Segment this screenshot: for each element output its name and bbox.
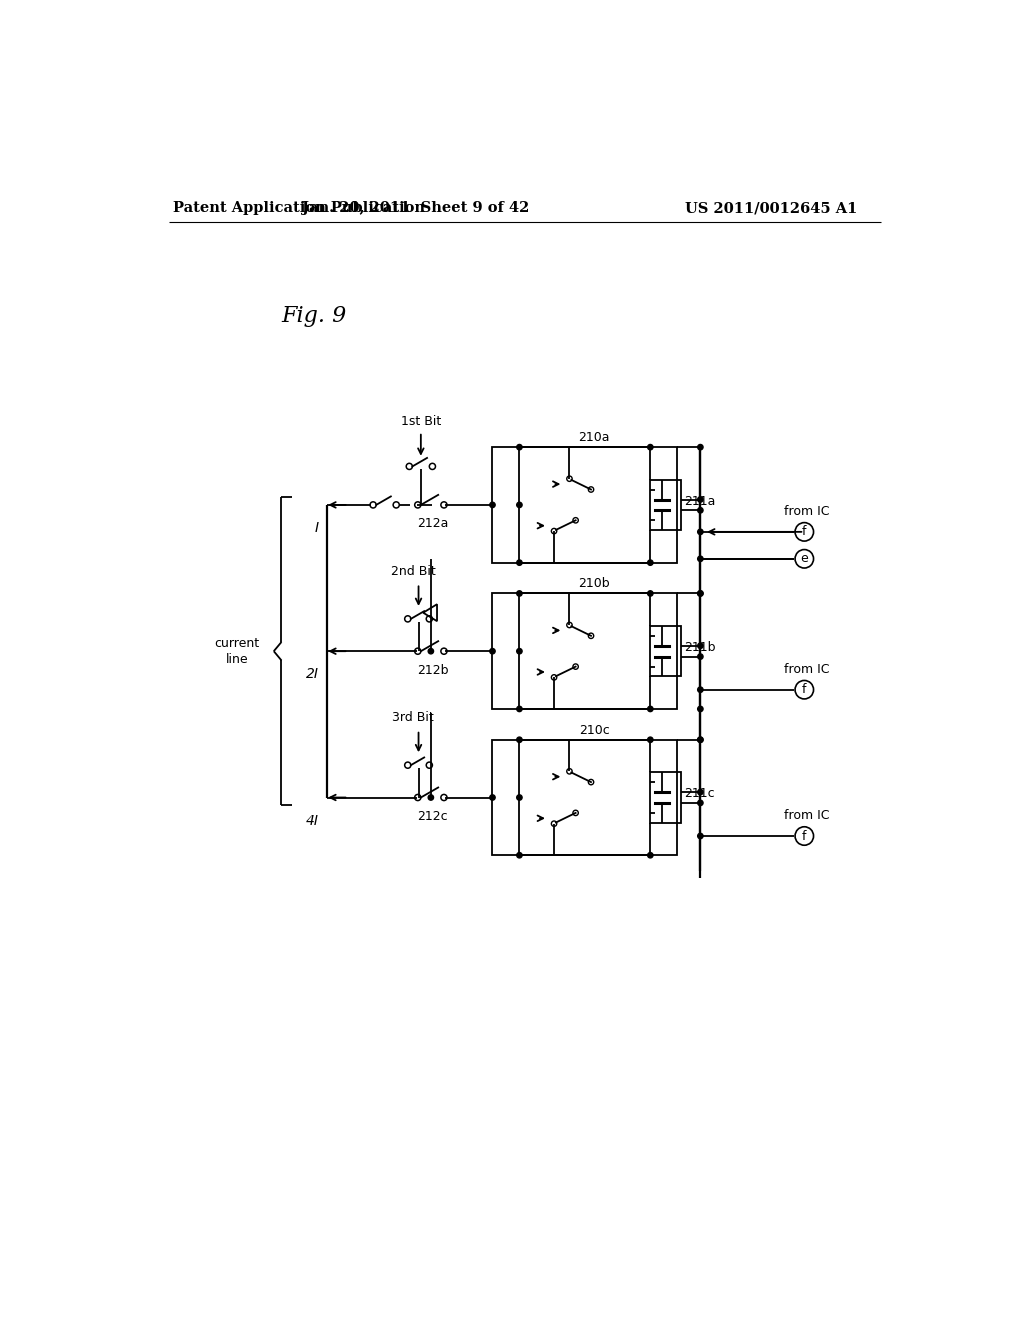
Circle shape [428, 648, 433, 653]
Circle shape [647, 560, 653, 565]
Text: Patent Application Publication: Patent Application Publication [173, 202, 425, 215]
Text: I: I [315, 521, 319, 535]
Circle shape [517, 706, 522, 711]
Circle shape [647, 706, 653, 711]
Text: e: e [801, 552, 808, 565]
Circle shape [697, 833, 703, 838]
Circle shape [697, 737, 703, 742]
Text: 4I: 4I [306, 813, 319, 828]
Text: 211a: 211a [684, 495, 716, 508]
Circle shape [697, 706, 703, 711]
Circle shape [697, 800, 703, 805]
Circle shape [489, 502, 496, 508]
Text: f: f [802, 829, 807, 842]
Bar [493, 594, 677, 709]
Circle shape [517, 737, 522, 742]
Circle shape [697, 508, 703, 513]
Circle shape [517, 560, 522, 565]
Circle shape [697, 529, 703, 535]
Circle shape [428, 795, 433, 800]
Circle shape [517, 591, 522, 597]
Circle shape [697, 445, 703, 450]
Circle shape [697, 556, 703, 561]
Text: f: f [802, 525, 807, 539]
Circle shape [697, 686, 703, 693]
Circle shape [647, 737, 653, 742]
Text: 2nd Bit: 2nd Bit [391, 565, 435, 578]
Circle shape [517, 795, 522, 800]
Text: from IC: from IC [783, 809, 829, 822]
Text: 1st Bit: 1st Bit [400, 414, 441, 428]
Bar [650, 772, 681, 822]
Text: 212a: 212a [417, 517, 449, 531]
Text: Jan. 20, 2011  Sheet 9 of 42: Jan. 20, 2011 Sheet 9 of 42 [302, 202, 529, 215]
Text: 210c: 210c [579, 723, 609, 737]
Circle shape [517, 502, 522, 508]
Circle shape [697, 643, 703, 648]
Circle shape [697, 496, 703, 502]
Circle shape [517, 445, 522, 450]
Circle shape [697, 737, 703, 742]
Bar [493, 447, 677, 562]
Bar [650, 626, 681, 676]
Circle shape [647, 853, 653, 858]
Text: 3rd Bit: 3rd Bit [392, 711, 434, 725]
Text: from IC: from IC [783, 663, 829, 676]
Circle shape [697, 591, 703, 597]
Text: 2I: 2I [306, 668, 319, 681]
Text: 212c: 212c [417, 810, 447, 822]
Circle shape [647, 591, 653, 597]
Circle shape [489, 795, 496, 800]
Text: 211c: 211c [684, 787, 715, 800]
Bar [493, 739, 677, 855]
Bar [650, 480, 681, 529]
Text: f: f [802, 684, 807, 696]
Text: 212b: 212b [417, 664, 449, 677]
Circle shape [647, 445, 653, 450]
Text: US 2011/0012645 A1: US 2011/0012645 A1 [685, 202, 857, 215]
Text: 210b: 210b [579, 577, 610, 590]
Circle shape [517, 648, 522, 653]
Text: 211b: 211b [684, 640, 716, 653]
Text: current
line: current line [214, 636, 259, 665]
Text: Fig. 9: Fig. 9 [282, 305, 347, 327]
Text: 210a: 210a [579, 432, 610, 444]
Text: from IC: from IC [783, 506, 829, 517]
Circle shape [697, 789, 703, 795]
Circle shape [697, 653, 703, 659]
Circle shape [697, 591, 703, 597]
Circle shape [517, 853, 522, 858]
Circle shape [489, 648, 496, 653]
